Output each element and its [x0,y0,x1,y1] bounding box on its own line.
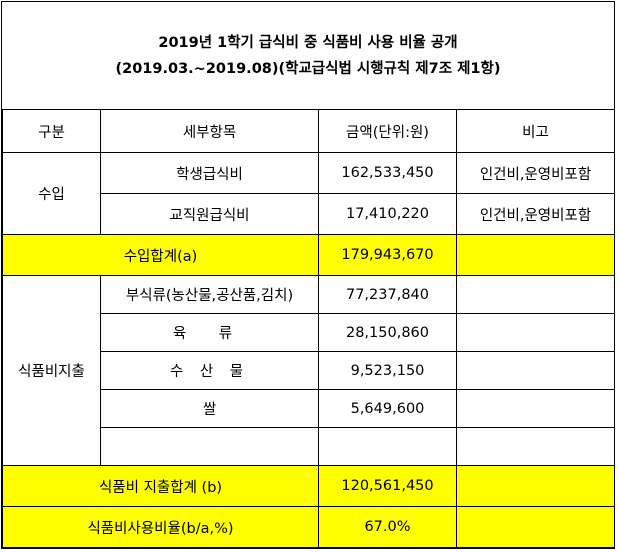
expense-total-row: 식품비 지출합계 (b) 120,561,450 [2,465,615,507]
expense-total-amount[interactable]: 120,561,450 [318,465,457,507]
table-row: 쌀 5,649,600 [3,389,615,428]
amount-cell[interactable]: 5,649,600 [318,389,457,428]
table-row: 교직원급식비 17,410,220 인건비,운영비포함 [3,193,615,235]
table-row: 식품비지출 부식류(농산물,공산품,김치) 77,237,840 [2,275,615,466]
note-cell[interactable] [456,389,615,428]
table-row: 수 산 물 9,523,150 [3,351,615,390]
income-category-cell[interactable]: 수입 [2,152,101,235]
amount-cell[interactable]: 17,410,220 [318,193,457,235]
amount-cell[interactable]: 28,150,860 [318,313,457,352]
expense-total-label[interactable]: 식품비 지출합계 (b) [2,465,319,507]
amount-cell[interactable]: 77,237,840 [318,275,457,314]
note-cell[interactable]: 인건비,운영비포함 [456,152,615,194]
income-total-note[interactable] [456,234,615,276]
note-cell[interactable] [456,275,615,314]
header-note[interactable]: 비고 [456,109,615,153]
item-cell[interactable]: 교직원급식비 [100,193,319,235]
note-cell[interactable]: 인건비,운영비포함 [456,193,615,235]
item-cell[interactable] [100,427,319,466]
amount-cell[interactable]: 9,523,150 [318,351,457,390]
note-cell[interactable] [456,313,615,352]
item-cell[interactable]: 육 류 [100,313,319,352]
amount-cell[interactable]: 162,533,450 [318,152,457,194]
header-item[interactable]: 세부항목 [100,109,319,153]
title-line-1: 2019년 1학기 급식비 중 식품비 사용 비율 공개 [158,34,458,51]
income-total-amount[interactable]: 179,943,670 [318,234,457,276]
table-row: 수입 학생급식비 162,533,450 인건비,운영비포함 [2,152,615,235]
header-row: 구분 세부항목 금액(단위:원) 비고 [2,109,615,153]
ratio-note[interactable] [456,506,615,548]
expense-total-note[interactable] [456,465,615,507]
income-total-row: 수입합계(a) 179,943,670 [2,234,615,276]
header-category[interactable]: 구분 [2,109,101,153]
header-amount[interactable]: 금액(단위:원) [318,109,457,153]
item-cell[interactable]: 수 산 물 [100,351,319,390]
ratio-label[interactable]: 식품비사용비율(b/a,%) [2,506,319,548]
item-cell[interactable]: 쌀 [100,389,319,428]
item-cell[interactable]: 학생급식비 [100,152,319,194]
title-line-2: (2019.03.~2019.08)(학교급식법 시행규칙 제7조 제1항) [115,60,501,77]
note-cell[interactable] [456,427,615,466]
budget-table: 구분 세부항목 금액(단위:원) 비고 수입 학생급식비 162,533,450… [2,109,615,548]
table-row [3,427,615,466]
amount-cell[interactable] [318,427,457,466]
report-title: 2019년 1학기 급식비 중 식품비 사용 비율 공개 (2019.03.~2… [2,2,614,109]
ratio-value[interactable]: 67.0% [318,506,457,548]
income-total-label[interactable]: 수입합계(a) [2,234,319,276]
note-cell[interactable] [456,351,615,390]
table-row: 육 류 28,150,860 [3,313,615,352]
item-cell[interactable]: 부식류(농산물,공산품,김치) [100,275,319,314]
ratio-row: 식품비사용비율(b/a,%) 67.0% [2,506,615,548]
expense-category-cell[interactable]: 식품비지출 [2,275,101,466]
